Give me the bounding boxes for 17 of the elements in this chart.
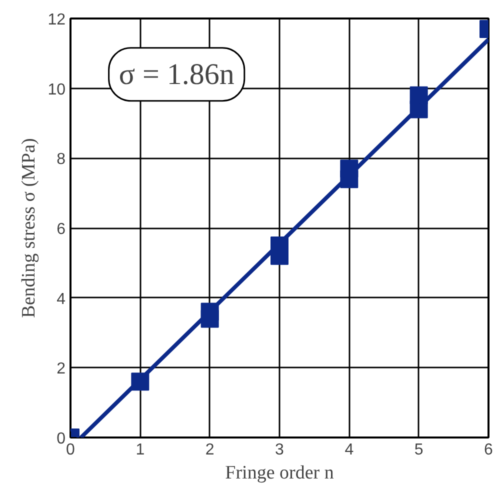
point xyxy=(410,86,428,104)
y-tick-label: 4 xyxy=(56,290,66,308)
x-tick-label: 5 xyxy=(414,442,424,458)
x-tick-label: 2 xyxy=(205,442,214,458)
x-tick-label: 4 xyxy=(344,442,354,458)
x-tick-label: 1 xyxy=(136,442,145,458)
annotation: σ = 1.86n xyxy=(118,58,234,91)
x-tick-label: 6 xyxy=(484,442,494,458)
y-axis-title: Bending stress σ (MPa) xyxy=(18,138,40,318)
y-tick-label: 8 xyxy=(56,151,66,168)
y-tick-label: 6 xyxy=(56,221,66,238)
y-tick-label: 0 xyxy=(56,430,66,448)
x-axis-title: Fringe order n xyxy=(225,462,334,484)
y-tick-label: 10 xyxy=(48,81,66,98)
y-tick-label: 2 xyxy=(56,360,66,378)
y-tick-label: 12 xyxy=(48,12,66,28)
x-tick-label: 3 xyxy=(275,442,284,458)
